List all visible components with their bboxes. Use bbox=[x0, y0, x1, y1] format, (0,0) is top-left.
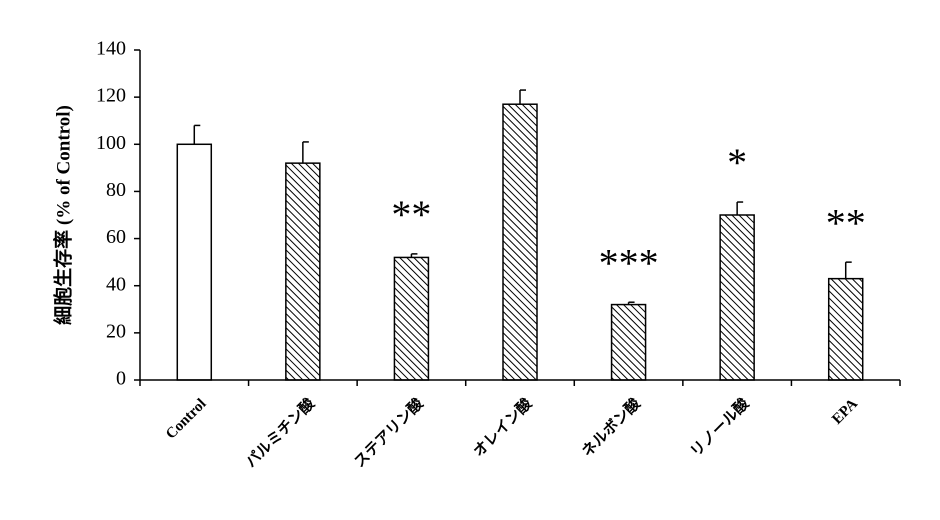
y-tick-label: 20 bbox=[106, 320, 126, 342]
x-tick-label: EPA bbox=[829, 396, 861, 428]
y-axis-label: 細胞生存率 (% of Control) bbox=[51, 105, 74, 325]
significance-label: *** bbox=[599, 240, 659, 285]
bar bbox=[176, 143, 213, 381]
y-tick-label: 80 bbox=[106, 179, 126, 201]
significance-label: * bbox=[727, 140, 747, 185]
y-tick-label: 40 bbox=[106, 273, 126, 295]
x-tick-label: ステアリン酸 bbox=[350, 394, 427, 471]
significance-label: ** bbox=[826, 200, 866, 245]
x-tick-label: ネルボン酸 bbox=[578, 394, 644, 460]
bar bbox=[719, 214, 755, 381]
y-tick-label: 140 bbox=[96, 38, 126, 60]
y-tick-label: 0 bbox=[116, 368, 126, 390]
significance-label: ** bbox=[391, 192, 431, 237]
y-tick-label: 120 bbox=[96, 85, 126, 107]
y-tick-label: 60 bbox=[106, 226, 126, 248]
bar bbox=[285, 162, 321, 381]
bar bbox=[827, 277, 864, 381]
bar bbox=[502, 103, 538, 381]
x-tick-label: Control bbox=[163, 396, 209, 442]
x-tick-label: リノール酸 bbox=[687, 394, 753, 460]
y-tick-label: 100 bbox=[96, 132, 126, 154]
bar bbox=[393, 256, 430, 381]
x-tick-label: パルミチン酸 bbox=[242, 394, 319, 471]
x-tick-label: オレイン酸 bbox=[469, 394, 535, 460]
bar bbox=[610, 303, 647, 381]
